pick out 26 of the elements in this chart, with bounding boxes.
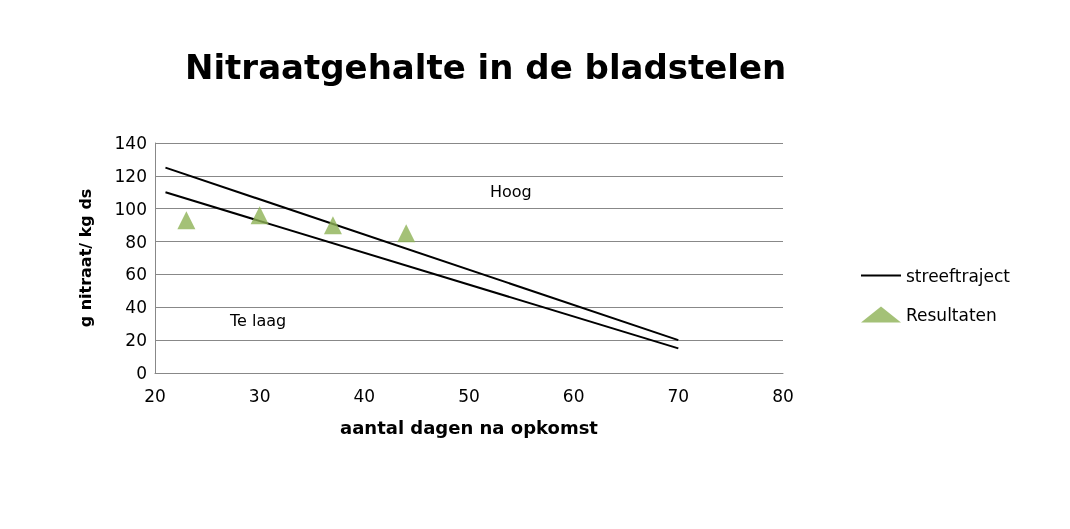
y-tick-label: 100: [114, 198, 147, 219]
y-tick-label: 0: [136, 363, 147, 383]
point: [177, 211, 196, 230]
y-tick-label: 80: [125, 231, 147, 252]
y-tick-label: 120: [114, 165, 147, 186]
legend-label: Resultaten: [905, 304, 997, 325]
point: [250, 206, 269, 225]
chart-title: Nitraatgehalte in de bladstelen: [185, 47, 787, 87]
x-tick-label: 30: [248, 385, 271, 406]
x-axis-title: aantal dagen na opkomst: [340, 416, 599, 438]
y-axis-title: g nitraat/ kg ds: [75, 188, 95, 328]
x-tick-label: 80: [772, 385, 794, 406]
x-tick-label: 40: [353, 385, 376, 406]
point: [397, 224, 416, 243]
x-tick-label: 20: [144, 385, 166, 406]
x-tick-label: 60: [562, 385, 585, 406]
y-tick-label: 40: [125, 297, 147, 318]
y-tick-label: 140: [114, 133, 147, 153]
y-tick-label: 60: [125, 264, 147, 285]
x-tick-label: 70: [667, 385, 690, 406]
annotation: Te laag: [229, 310, 287, 330]
x-tick-label: 50: [458, 385, 480, 406]
annotation: Hoog: [490, 181, 532, 201]
legend-label: streeftraject: [905, 265, 1011, 286]
y-tick-label: 20: [125, 330, 147, 351]
point: [323, 216, 342, 235]
